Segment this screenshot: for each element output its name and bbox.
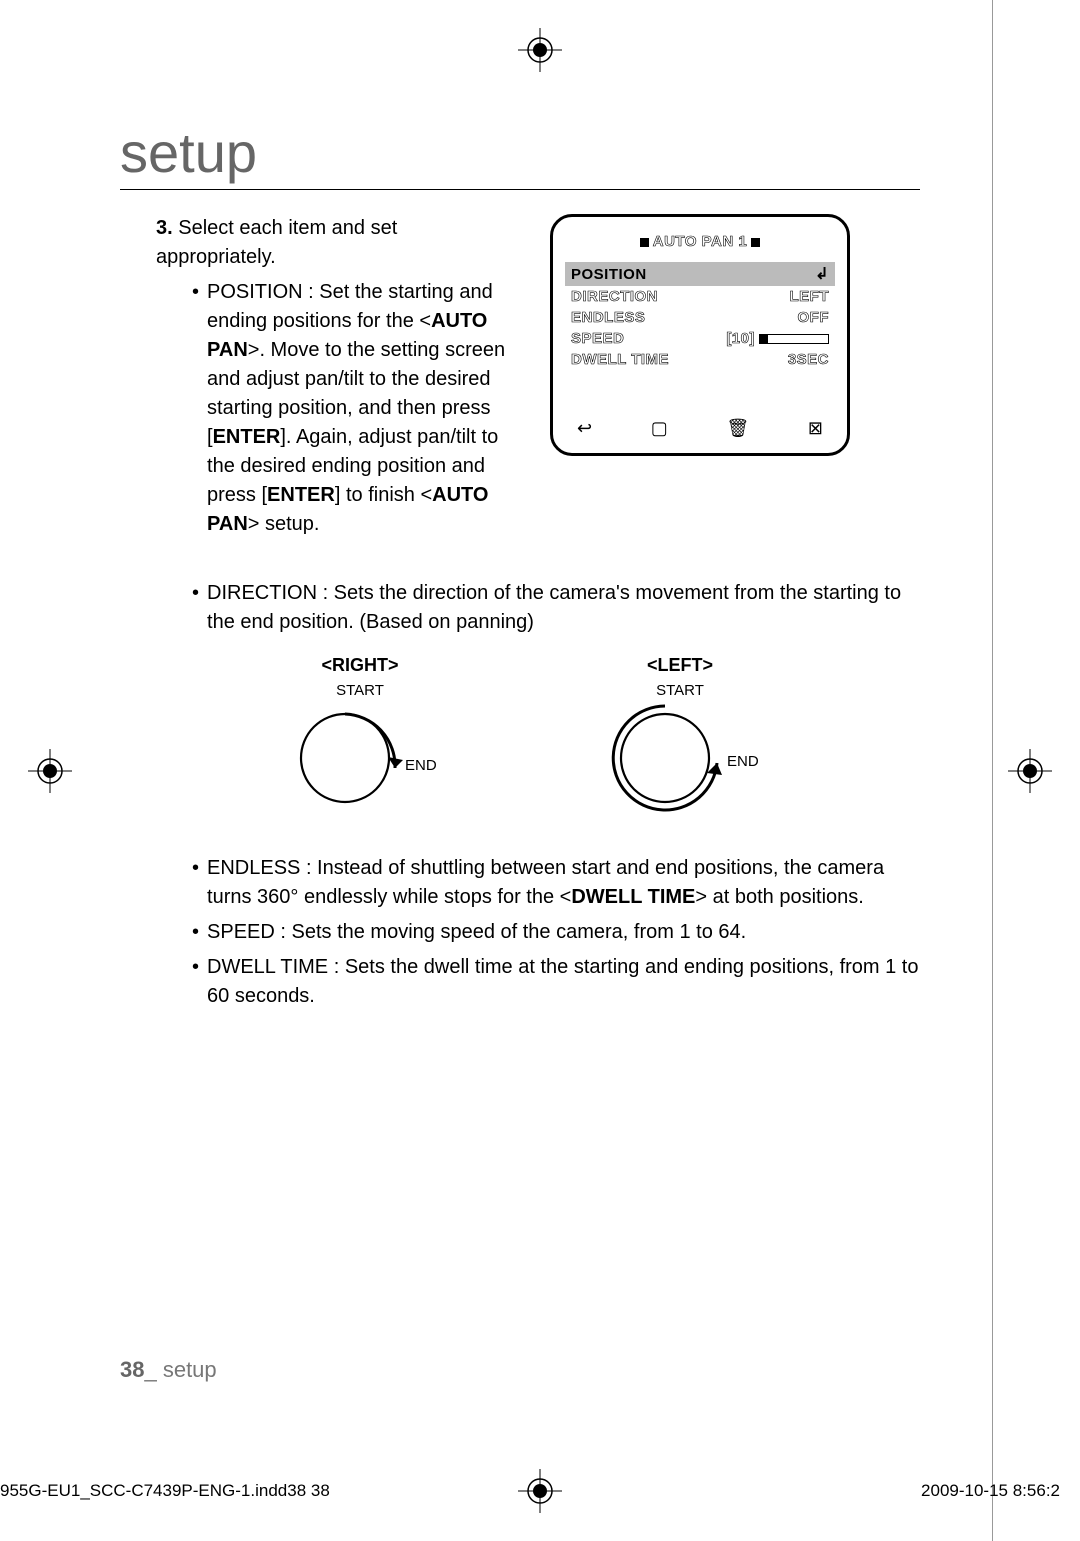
- osd-row-direction[interactable]: DIRECTION LEFT: [571, 286, 829, 307]
- file-footer: 955G-EU1_SCC-C7439P-ENG-1.indd38 38 2009…: [0, 1481, 1060, 1501]
- osd-row-speed[interactable]: SPEED [10]: [571, 328, 829, 349]
- bullet-direction: • DIRECTION : Sets the direction of the …: [120, 579, 920, 637]
- position-label: POSITION: [207, 281, 303, 303]
- direction-diagrams: <RIGHT> START END <LEFT> START EN: [120, 655, 920, 828]
- page-divider: [992, 0, 993, 1541]
- bullet-dwell: • DWELL TIME : Sets the dwell time at th…: [120, 953, 920, 1011]
- diagram-right: <RIGHT> START END: [260, 655, 460, 828]
- step-text: Select each item and set appropriately.: [156, 217, 397, 268]
- step-number: 3.: [156, 217, 173, 239]
- crop-mark-right: [1008, 749, 1052, 793]
- direction-label: DIRECTION: [207, 582, 317, 604]
- osd-row-dwell[interactable]: DWELL TIME 3SEC: [571, 349, 829, 370]
- file-name: 955G-EU1_SCC-C7439P-ENG-1.indd38 38: [0, 1481, 330, 1501]
- bullet-position: • POSITION : Set the starting and ending…: [120, 278, 520, 539]
- speed-label: SPEED: [207, 921, 275, 943]
- page-footer: 38_ setup: [120, 1357, 217, 1383]
- page-content: setup 3. Select each item and set approp…: [120, 120, 920, 1017]
- file-timestamp: 2009-10-15 8:56:2: [921, 1481, 1060, 1501]
- bullet-dot: •: [192, 278, 199, 539]
- enter-icon: ↲: [815, 264, 829, 284]
- page-title: setup: [120, 120, 920, 190]
- speed-bar: [759, 334, 829, 344]
- step-line: 3. Select each item and set appropriatel…: [120, 214, 520, 272]
- delete-icon[interactable]: 🗑: [726, 418, 749, 439]
- osd-row-position[interactable]: POSITION ↲: [565, 262, 835, 286]
- save-icon[interactable]: ▢: [651, 418, 668, 439]
- osd-row-endless[interactable]: ENDLESS OFF: [571, 307, 829, 328]
- endless-label: ENDLESS: [207, 857, 300, 879]
- osd-panel: AUTO PAN 1 POSITION ↲ DIRECTION LEFT END…: [550, 214, 850, 456]
- crop-mark-left: [28, 749, 72, 793]
- bullet-speed: • SPEED : Sets the moving speed of the c…: [120, 918, 920, 947]
- crop-mark-top: [518, 28, 562, 72]
- bullet-endless: • ENDLESS : Instead of shuttling between…: [120, 854, 920, 912]
- dwell-label: DWELL TIME: [207, 956, 328, 978]
- osd-title: AUTO PAN 1: [571, 233, 829, 250]
- close-icon[interactable]: ⊠: [808, 418, 823, 439]
- back-icon[interactable]: ↩: [577, 418, 592, 439]
- diagram-left: <LEFT> START END: [580, 655, 780, 828]
